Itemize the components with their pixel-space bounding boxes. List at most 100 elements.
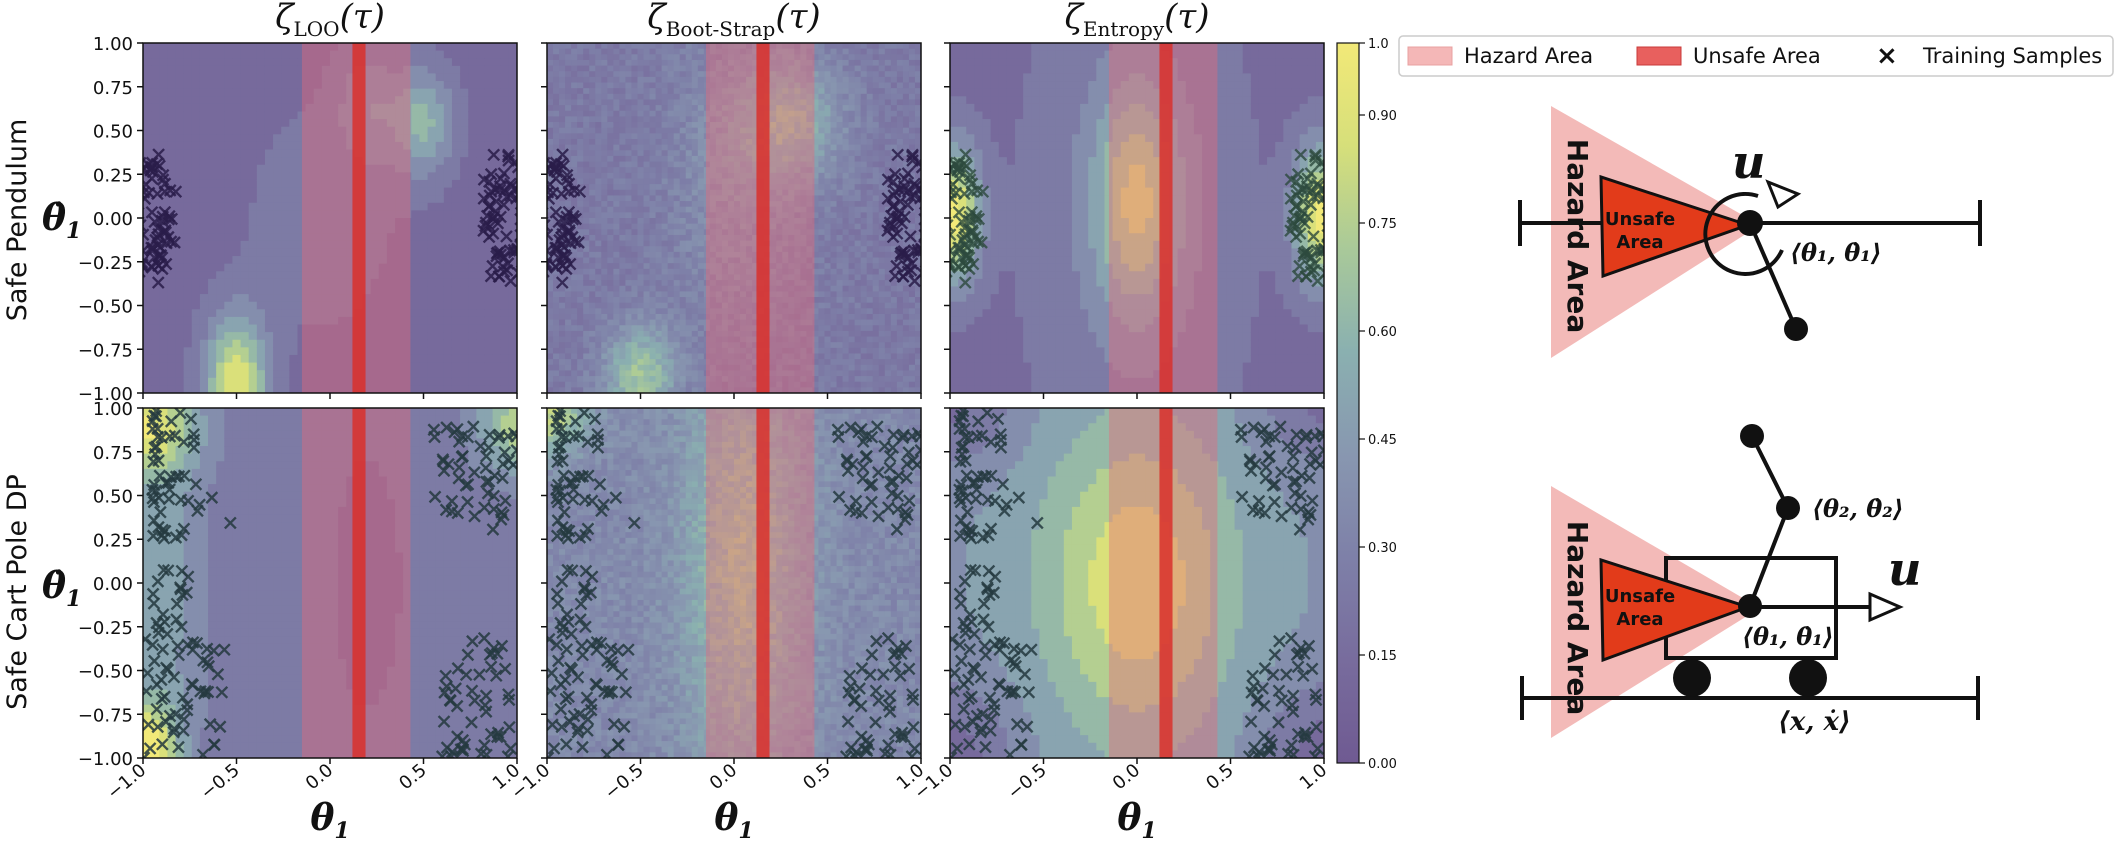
heatmap-cell [685, 285, 693, 292]
heatmap-cell [403, 233, 412, 242]
heatmap-cell [411, 149, 421, 158]
heatmap-cell [256, 248, 266, 257]
heatmap-cell [297, 119, 307, 128]
heatmap-cell [776, 161, 783, 168]
heatmap-cell [595, 105, 602, 112]
heatmap-cell [468, 332, 477, 341]
heatmap-cell [734, 325, 741, 332]
heatmap-cell [362, 294, 372, 303]
heatmap-cell [782, 347, 789, 355]
heatmap-cell [776, 178, 783, 185]
heatmap-cell [776, 234, 783, 242]
heatmap-cell [667, 251, 675, 259]
heatmap-cell [637, 280, 645, 287]
heatmap-cell [697, 184, 705, 191]
heatmap-cell [619, 133, 627, 140]
heatmap-cell [709, 155, 717, 163]
heatmap-cell [370, 316, 380, 326]
heatmap-cell [752, 48, 759, 55]
heatmap-cell [167, 278, 177, 288]
heatmap-cell [595, 122, 602, 129]
heatmap-cell [403, 316, 412, 326]
heatmap-cell [553, 178, 560, 185]
heatmap-cell [643, 342, 651, 349]
heatmap-cell [484, 103, 494, 113]
heatmap-cell [752, 246, 759, 253]
heatmap-cell [679, 325, 687, 332]
heatmap-cell [547, 110, 554, 117]
heatmap-cell [199, 179, 209, 189]
heatmap-cell [631, 234, 639, 242]
heatmap-cell [655, 274, 663, 281]
heatmap-cell [571, 105, 578, 112]
heatmap-cell [500, 316, 510, 326]
heatmap-cell [484, 354, 494, 364]
heatmap-cell [709, 88, 717, 95]
heatmap-cell [601, 381, 608, 388]
heatmap-cell [330, 134, 339, 143]
heatmap-cell [715, 297, 723, 304]
heatmap-cell [577, 257, 584, 264]
heatmap-cell [559, 127, 566, 134]
heatmap-cell [370, 354, 380, 364]
heatmap-cell [583, 127, 590, 134]
heatmap-cell [631, 229, 639, 236]
heatmap-cell [476, 316, 486, 326]
heatmap-cell [468, 88, 477, 97]
heatmap-cell [240, 103, 250, 113]
heatmap-cell [386, 81, 396, 90]
heatmap-cell [661, 110, 669, 117]
heatmap-cell [378, 225, 388, 234]
heatmap-cell [305, 195, 315, 204]
heatmap-cell [559, 336, 566, 343]
heatmap-cell [565, 43, 572, 50]
heatmap-cell [547, 133, 554, 140]
heatmap-cell [468, 164, 477, 173]
heatmap-cell [703, 172, 711, 180]
heatmap-cell [709, 150, 717, 157]
heatmap-cell [419, 65, 429, 75]
heatmap-cell [403, 339, 412, 348]
heatmap-cell [776, 274, 783, 281]
heatmap-cell [649, 297, 657, 304]
heatmap-cell [685, 263, 693, 270]
heatmap-cell [232, 370, 242, 379]
heatmap-cell [752, 319, 759, 326]
heatmap-cell [709, 218, 717, 225]
heatmap-cell [800, 297, 807, 304]
heatmap-cell [460, 286, 469, 295]
heatmap-cell [577, 280, 584, 287]
heatmap-cell [547, 71, 554, 78]
heatmap-cell [330, 256, 339, 265]
heatmap-cell [740, 291, 747, 298]
heatmap-cell [183, 339, 193, 348]
heatmap-cell [273, 271, 282, 280]
heatmap-cell [297, 195, 307, 204]
heatmap-cell [289, 301, 299, 310]
heatmap-cell [191, 81, 201, 90]
heatmap-cell [547, 370, 554, 377]
heatmap-cell [782, 319, 789, 326]
heatmap-cell [740, 285, 747, 292]
heatmap-cell [395, 73, 404, 82]
heatmap-cell [232, 225, 242, 234]
heatmap-cell [691, 251, 699, 259]
heatmap-cell [378, 164, 388, 173]
heatmap-cell [703, 330, 711, 338]
heatmap-cell [703, 336, 711, 343]
heatmap-cell [619, 172, 627, 180]
heatmap-cell [577, 291, 584, 298]
heatmap-cell [589, 353, 596, 360]
heatmap-cell [419, 81, 429, 90]
heatmap-cell [601, 364, 608, 372]
heatmap-cell [289, 263, 299, 272]
heatmap-cell [661, 364, 669, 372]
heatmap-cell [709, 76, 717, 84]
heatmap-cell [191, 233, 201, 242]
heatmap-cell [553, 297, 560, 304]
heatmap-cell [216, 316, 225, 326]
heatmap-cell [256, 324, 266, 333]
heatmap-cell [191, 195, 201, 204]
heatmap-cell [435, 43, 445, 52]
heatmap-cell [411, 263, 421, 272]
